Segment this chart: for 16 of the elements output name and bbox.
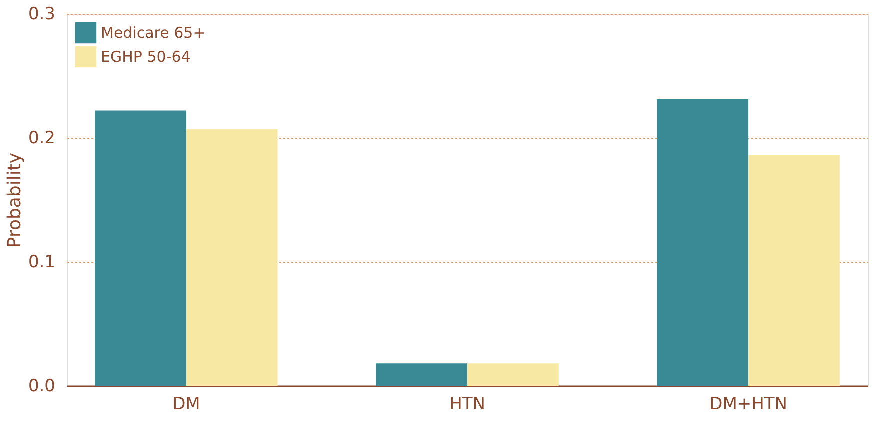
bar [376,364,468,386]
y-tick-label: 0.0 [28,376,56,396]
bar [468,364,559,386]
y-tick-label: 0.1 [28,252,56,272]
legend-label: EGHP 50-64 [101,48,191,66]
x-tick-label: DM [172,394,200,414]
bar [95,110,186,386]
bar [657,100,749,386]
y-tick-label: 0.2 [28,128,56,148]
legend-label: Medicare 65+ [101,24,206,42]
x-tick-label: HTN [450,394,486,414]
bar [748,155,840,386]
y-axis-title: Probability [4,152,26,248]
y-tick-label: 0.3 [28,4,56,24]
x-tick-label: DM+HTN [710,394,788,414]
bar [186,129,278,386]
